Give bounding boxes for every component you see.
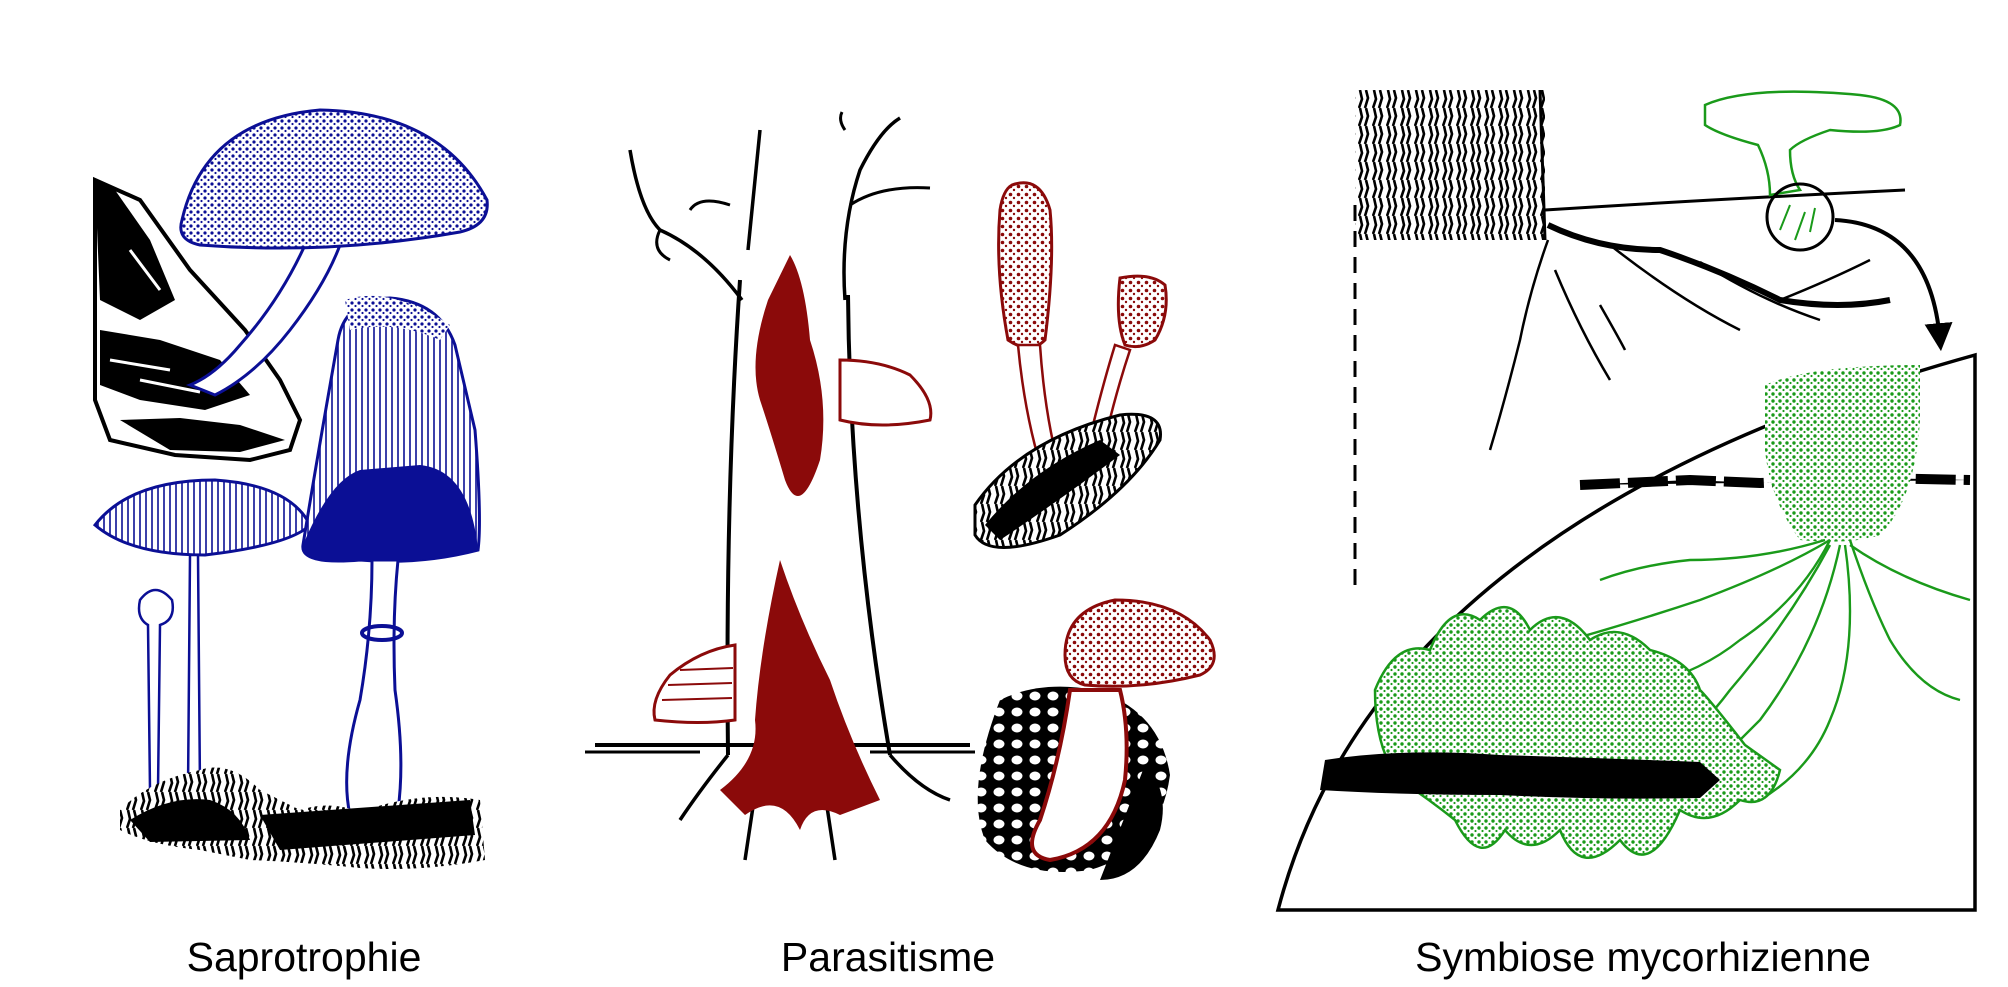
ground-line-and-roots [1488,188,1906,451]
parasitisme-panel [585,111,1216,880]
bolete-with-truffle [977,598,1216,880]
caption-symbiose-mycorhizienne: Symbiose mycorhizienne [1415,934,1871,980]
parasitic-mycelium-on-trunk [720,255,880,830]
saprotrophie-panel [92,108,489,869]
magnified-root-view [1275,352,1977,912]
green-mycorrhizal-mushroom-small [1703,90,1902,252]
cordyceps-fungi-on-insect [973,181,1168,549]
host-root [1320,752,1720,799]
bracket-fungus-upper [838,358,933,427]
bracket-fungus-lower [652,643,737,724]
large-bolete-mushroom [179,108,489,397]
tree-bark-trunk [1353,89,1547,595]
symbiose-mycorhizienne-panel [1275,89,1977,912]
caption-parasitisme: Parasitisme [780,934,996,980]
shaggy-ink-cap-mushroom [301,295,481,817]
dead-wood-log [93,176,303,463]
caption-saprotrophie: Saprotrophie [186,934,422,980]
small-gilled-mushroom [92,478,312,792]
forest-litter-ground [120,767,485,869]
zoom-arrow [1834,218,1953,352]
